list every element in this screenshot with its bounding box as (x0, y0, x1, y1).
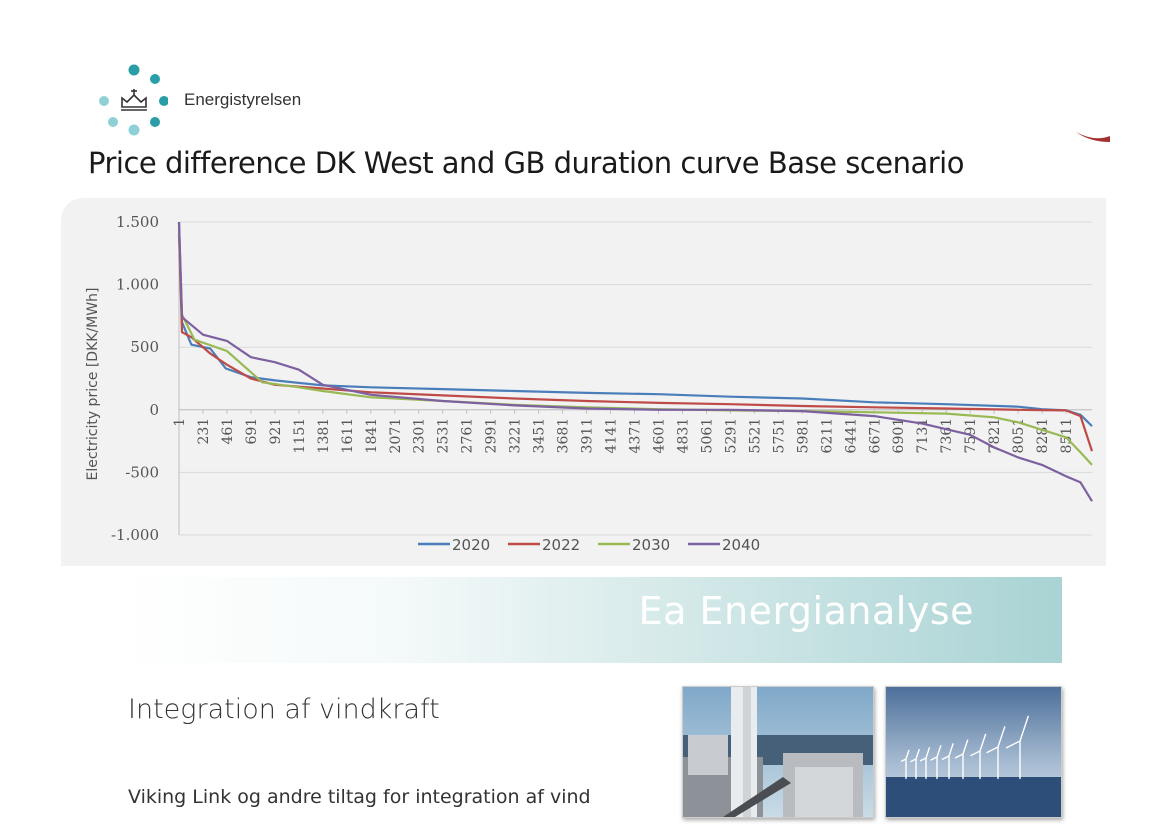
crane-platform-photo (682, 686, 874, 818)
x-tick-label: 2991 (484, 418, 500, 454)
x-tick-label: 5521 (747, 418, 763, 454)
x-tick-label: 4141 (604, 418, 620, 454)
x-tick-label: 2531 (436, 418, 452, 454)
x-tick-label: 8051 (1011, 418, 1027, 454)
chart-series-lines (177, 221, 1094, 502)
x-tick-label: 1 (172, 418, 188, 427)
legend-label-2022: 2022 (542, 536, 580, 554)
series-line-2022 (177, 234, 1094, 452)
x-tick-label: 1381 (316, 418, 332, 454)
ea-banner: Ea Energianalyse (119, 577, 1062, 663)
x-tick-label: 3451 (532, 418, 548, 454)
logo-text: Energistyrelsen (184, 90, 302, 109)
y-axis: 1.500 1.000 500 0 -500 -1.000 (111, 213, 180, 544)
legend-label-2030: 2030 (632, 536, 670, 554)
x-tick-label: 7131 (915, 418, 931, 454)
x-tick-label: 921 (268, 418, 284, 445)
x-tick-label: 5981 (795, 418, 811, 454)
offshore-crane-icon (683, 687, 873, 817)
x-tick-label: 6901 (891, 418, 907, 454)
x-tick-label: 2761 (460, 418, 476, 454)
chart-grid (179, 221, 1092, 536)
slide-title: Price difference DK West and GB duration… (88, 146, 964, 180)
x-tick-label: 8511 (1059, 418, 1075, 454)
banner-text: Ea Energianalyse (638, 589, 974, 633)
y-tick-label: 0 (149, 401, 159, 419)
x-tick-label: 691 (244, 418, 260, 445)
legend-label-2040: 2040 (722, 536, 760, 554)
x-tick-label: 231 (196, 418, 212, 445)
x-tick-label: 3911 (580, 418, 596, 454)
x-tick-label: 4831 (675, 418, 691, 454)
x-tick-label: 5061 (699, 418, 715, 454)
red-corner-swoosh-icon (1076, 132, 1110, 142)
x-tick-label: 461 (220, 418, 236, 445)
x-tick-label: 3221 (508, 418, 524, 454)
x-tick-label: 4601 (651, 418, 667, 454)
x-tick-label: 1151 (292, 418, 308, 454)
energistyrelsen-logo: Energistyrelsen (96, 62, 396, 138)
x-tick-label: 6211 (819, 418, 835, 454)
section-text: Viking Link og andre tiltag for integrat… (128, 786, 591, 808)
y-tick-label: -500 (125, 463, 159, 481)
section-title: Integration af vindkraft (128, 694, 440, 725)
logo-dots-icon (99, 64, 168, 136)
chart-legend: 2020 2022 2030 2040 (418, 536, 760, 554)
x-tick-label: 8281 (1035, 418, 1051, 454)
duration-curve-chart: 1.500 1.000 500 0 -500 -1.000 1 231 461 691 921 11… (85, 213, 1094, 554)
x-tick-label: 1841 (364, 418, 380, 454)
x-tick-label: 5751 (771, 418, 787, 454)
x-tick-label: 2301 (412, 418, 428, 454)
crown-icon (121, 89, 147, 111)
y-tick-label: -1.000 (111, 526, 159, 544)
series-line-2020 (177, 221, 1093, 427)
series-line-2030 (177, 228, 1093, 466)
x-tick-label: 6441 (843, 418, 859, 454)
y-axis-label: Electricity price [DKK/MWh] (85, 288, 101, 481)
x-tick-label: 7361 (939, 418, 955, 454)
y-tick-label: 1.500 (116, 213, 159, 231)
x-tick-label: 4371 (628, 418, 644, 454)
x-tick-label: 3681 (556, 418, 572, 454)
wind-turbines-photo (885, 686, 1062, 818)
series-line-2040 (177, 221, 1093, 502)
y-tick-label: 1.000 (116, 276, 159, 294)
x-tick-label: 1611 (340, 418, 356, 454)
y-tick-label: 500 (130, 338, 159, 356)
x-tick-label: 5291 (723, 418, 739, 454)
wind-turbine-icon (886, 687, 1061, 817)
x-tick-label: 2071 (388, 418, 404, 454)
x-tick-label: 6671 (867, 418, 883, 454)
chart-panel (61, 198, 1106, 566)
legend-label-2020: 2020 (452, 536, 490, 554)
x-tick-label: 7821 (987, 418, 1003, 454)
